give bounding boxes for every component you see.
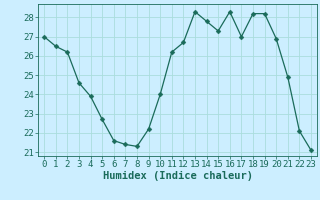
X-axis label: Humidex (Indice chaleur): Humidex (Indice chaleur) <box>103 171 252 181</box>
